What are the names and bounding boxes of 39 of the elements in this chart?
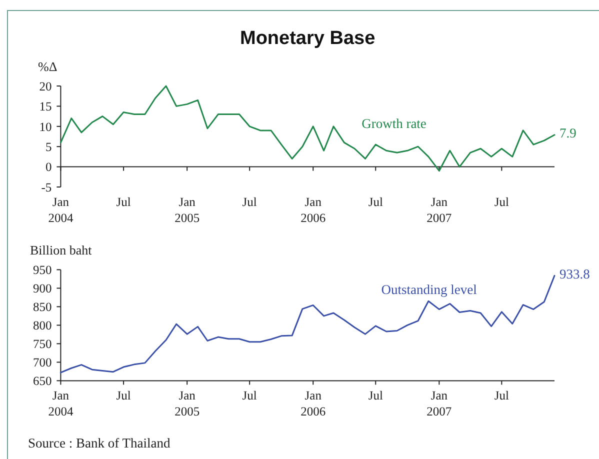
x-tick-label: Jul [116,195,132,209]
x-tick-label: Jul [494,388,510,403]
y-tick-label: 950 [32,263,52,278]
x-tick-label: Jan 2005 [174,388,200,419]
series-label: Growth rate [362,116,426,132]
x-tick-label: Jul [494,195,510,209]
x-tick-label: Jan 2004 [48,388,74,419]
y-tick-label: 650 [32,374,52,388]
chart-title: Monetary Base [240,28,376,49]
data-label: 7.9 [560,126,577,141]
y-tick-label: 800 [32,318,52,333]
y-tick-label: 10 [39,120,52,134]
series-label: Outstanding level [381,282,478,297]
y-tick-label: 700 [32,356,52,370]
y-axis-title: %Δ [38,59,58,74]
source-note: Source : Bank of Thailand [28,436,170,451]
y-tick-label: 850 [32,300,52,314]
x-tick-label: Jul [242,388,258,403]
data-label: 933.8 [560,266,590,282]
x-tick-label: Jan 2005 [174,195,200,225]
y-axis-title: Billion baht [30,242,92,258]
y-tick-label: 5 [45,140,52,154]
x-tick-label: Jul [242,195,258,209]
x-tick-label: Jan 2004 [48,195,74,225]
y-tick-label: 15 [39,100,52,114]
y-tick-label: 750 [32,337,52,352]
x-tick-label: Jul [368,195,384,209]
x-tick-label: Jan 2006 [300,195,326,225]
y-tick-label: -5 [41,180,52,194]
y-tick-label: 20 [39,79,52,94]
x-tick-label: Jul [368,388,384,403]
x-tick-label: Jul [116,388,132,403]
x-tick-label: Jan 2006 [300,388,326,419]
line-series [60,274,556,374]
y-tick-label: 0 [45,160,52,174]
line-series [60,85,556,172]
x-tick-label: Jan 2007 [426,388,452,419]
x-tick-label: Jan 2007 [426,195,452,225]
y-tick-label: 900 [32,282,52,296]
